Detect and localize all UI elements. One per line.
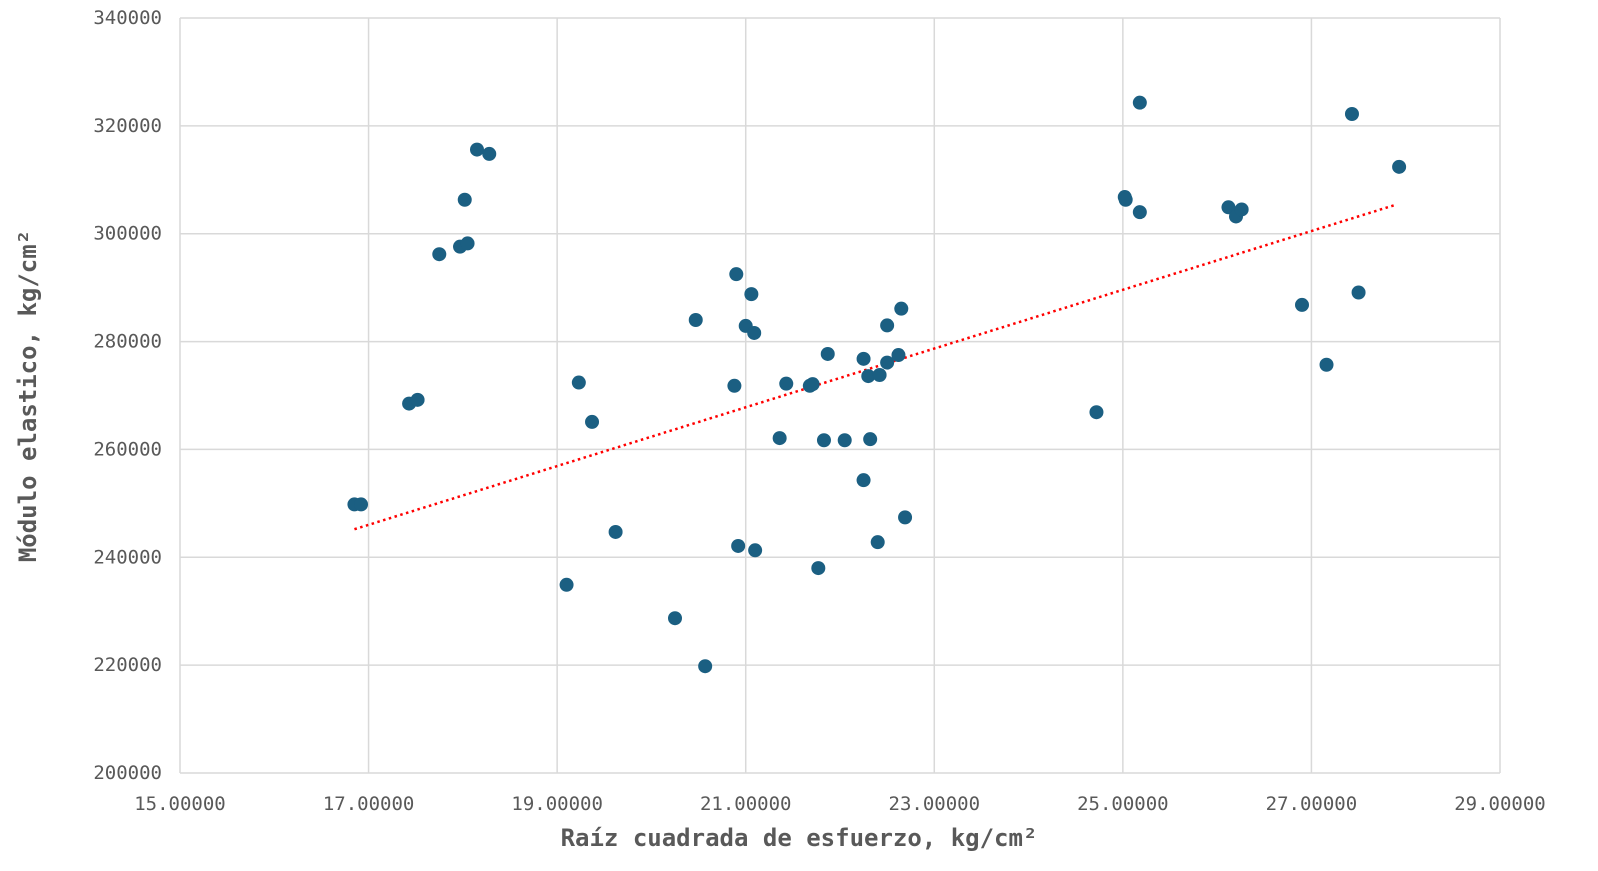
data-point (457, 192, 472, 207)
data-point (482, 146, 497, 161)
data-point (805, 377, 820, 392)
data-point (872, 368, 887, 383)
data-point (748, 543, 763, 558)
data-point (1344, 106, 1359, 121)
data-point (698, 659, 713, 674)
x-tick-labels: 15.00000 17.00000 19.00000 21.00000 23.00000… (134, 793, 1546, 815)
data-point (856, 351, 871, 366)
data-point (880, 355, 895, 370)
data-point (1234, 202, 1249, 217)
data-point (861, 369, 876, 384)
data-point (1118, 192, 1133, 207)
x-tick-label: 27.00000 (1266, 793, 1358, 815)
data-point (731, 538, 746, 553)
grid-lines (179, 17, 1501, 774)
data-point (898, 510, 913, 525)
data-point (747, 325, 762, 340)
data-point (744, 287, 759, 302)
data-point (1132, 95, 1147, 110)
data-point (1089, 405, 1104, 420)
x-tick-label: 15.00000 (134, 793, 226, 815)
data-point (779, 376, 794, 391)
y-tick-label: 280000 (93, 331, 162, 353)
data-point (1132, 205, 1147, 220)
trendline-layer (354, 203, 1397, 531)
data-point (727, 378, 742, 393)
data-point (856, 473, 871, 488)
data-point (460, 236, 475, 251)
data-point (891, 348, 906, 363)
data-point (820, 346, 835, 361)
data-point (354, 497, 369, 512)
data-point (870, 535, 885, 550)
x-tick-label: 25.00000 (1077, 793, 1169, 815)
data-point (816, 433, 831, 448)
data-point (729, 267, 744, 282)
data-point (894, 301, 909, 316)
data-point (1351, 285, 1366, 300)
data-point (1319, 357, 1334, 372)
trendline (354, 203, 1397, 531)
data-point (410, 392, 425, 407)
y-tick-label: 300000 (93, 223, 162, 245)
y-tick-label: 260000 (93, 438, 162, 460)
x-tick-label: 17.00000 (323, 793, 415, 815)
data-point (1295, 297, 1309, 312)
x-axis-title: Raíz cuadrada de esfuerzo, kg/cm² (561, 824, 1038, 852)
data-point (585, 414, 600, 429)
data-point (608, 524, 623, 539)
data-point (668, 611, 682, 626)
data-point (470, 142, 484, 157)
y-axis-title: Módulo elastico, kg/cm² (14, 230, 42, 562)
data-points (347, 95, 1407, 674)
y-tick-label: 320000 (93, 115, 162, 137)
data-point (837, 433, 852, 448)
x-tick-label: 21.00000 (700, 793, 792, 815)
data-point (571, 375, 586, 390)
x-tick-label: 23.00000 (889, 793, 981, 815)
data-point (880, 318, 895, 333)
y-tick-label: 200000 (93, 762, 162, 784)
y-tick-label: 340000 (93, 7, 162, 29)
y-tick-label: 220000 (93, 654, 162, 676)
data-point (1392, 159, 1407, 174)
data-point (688, 313, 703, 327)
y-tick-labels: 200000 220000 240000 260000 280000 300000 3200… (93, 7, 162, 784)
data-point (432, 247, 447, 262)
data-point (811, 561, 826, 576)
data-point (863, 432, 878, 447)
data-point (772, 431, 787, 446)
x-tick-label: 19.00000 (511, 793, 603, 815)
data-point (559, 577, 574, 592)
x-tick-label: 29.00000 (1454, 793, 1546, 815)
y-tick-label: 240000 (93, 546, 162, 568)
